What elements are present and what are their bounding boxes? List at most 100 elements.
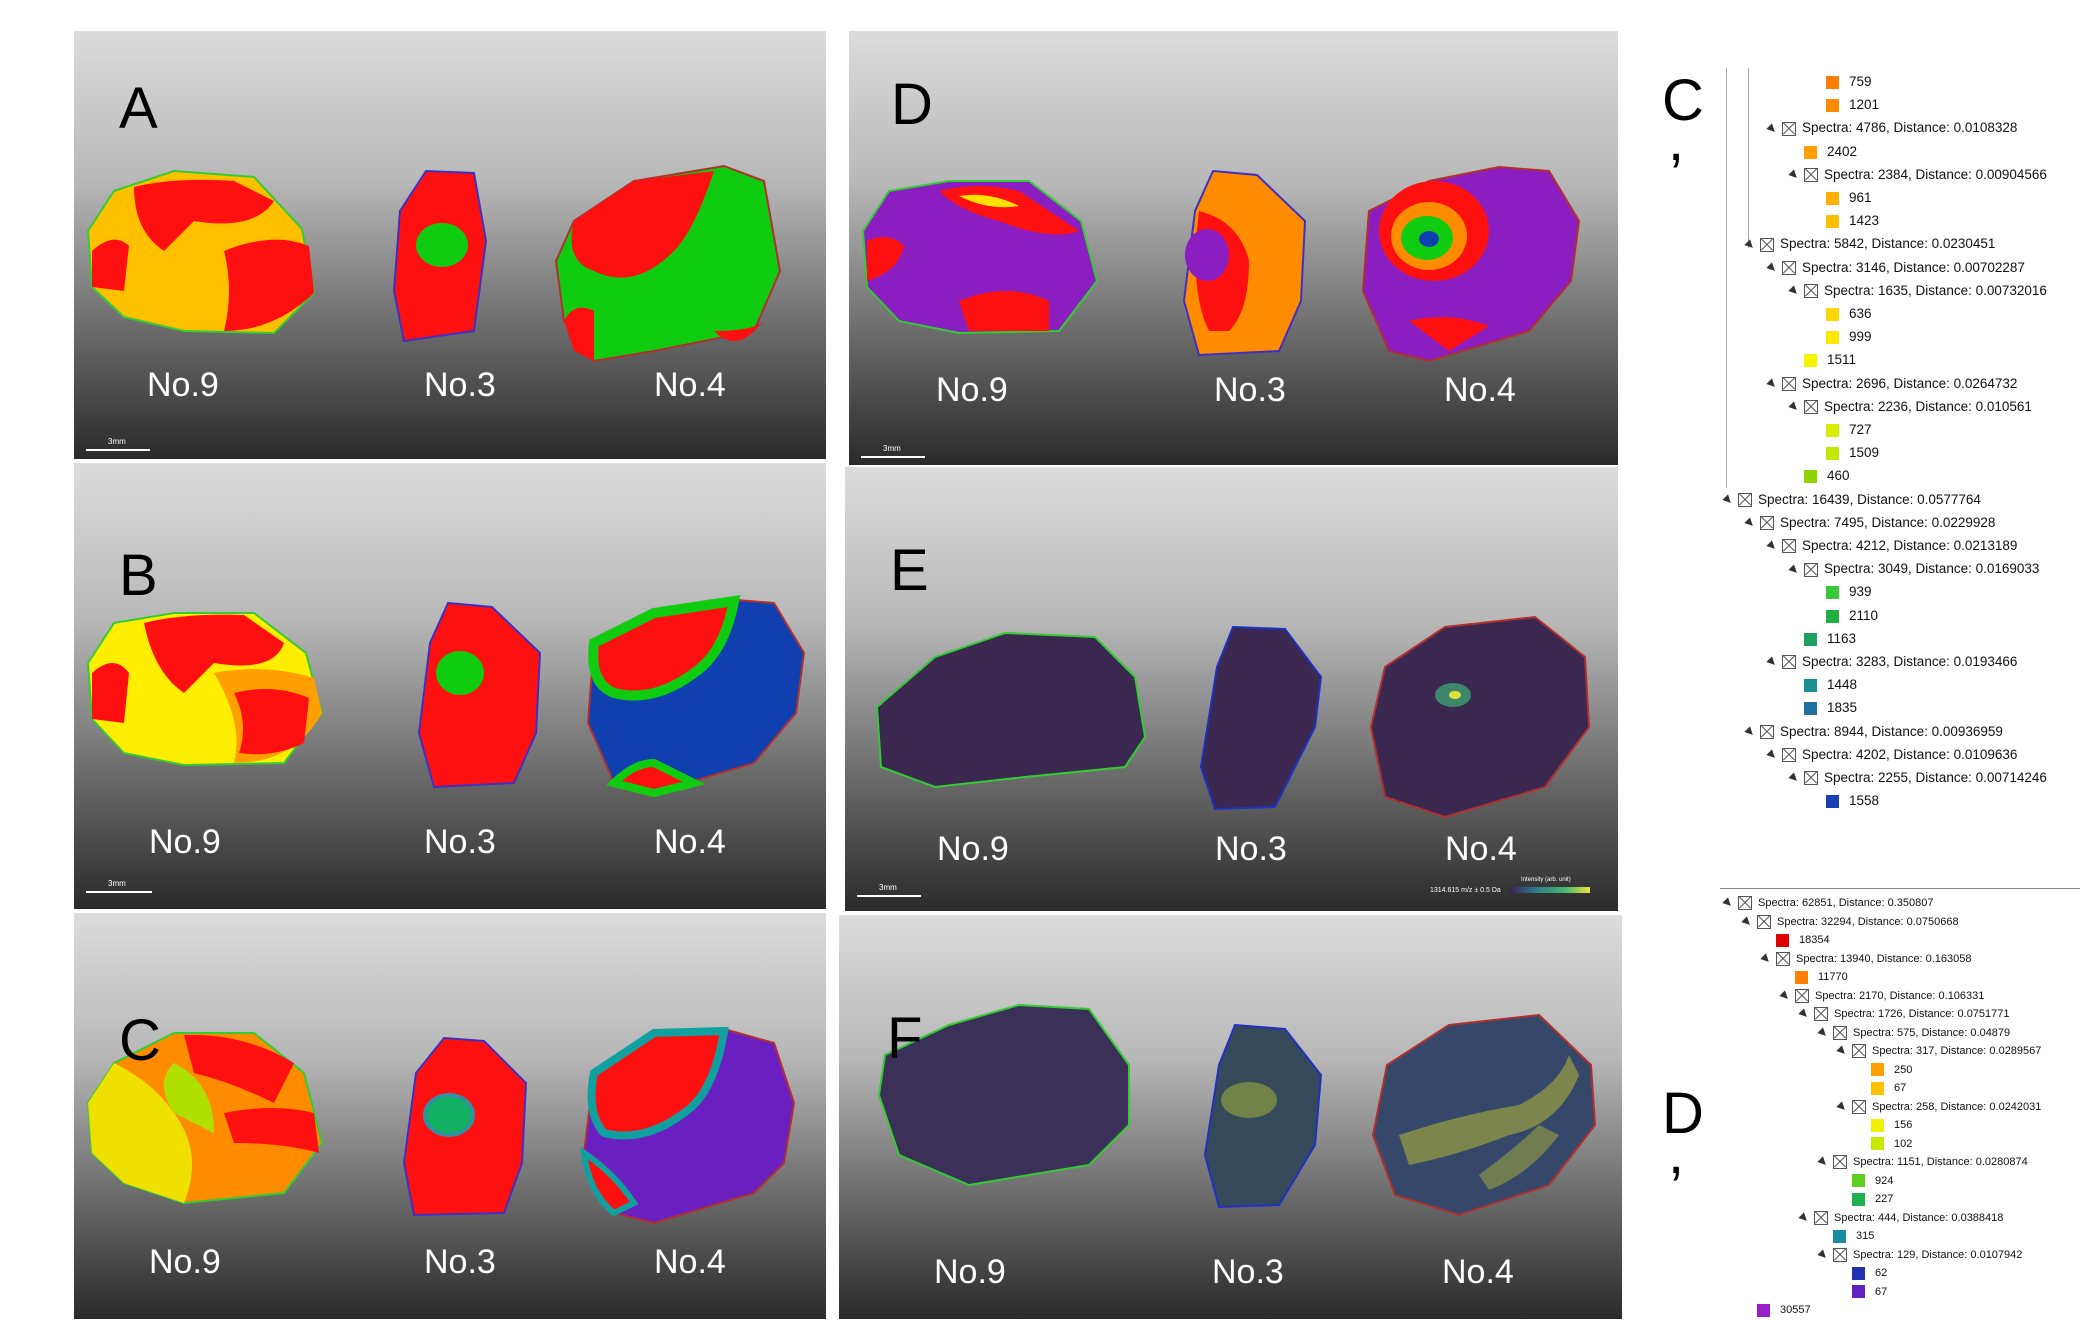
tree-leaf[interactable]: 460 bbox=[1790, 464, 1850, 487]
tree-node[interactable]: Spectra: 444, Distance: 0.0388418 bbox=[1798, 1209, 2003, 1228]
checkbox-icon[interactable] bbox=[1782, 539, 1796, 554]
checkbox-icon[interactable] bbox=[1760, 725, 1774, 740]
expand-triangle-icon[interactable] bbox=[1817, 1026, 1829, 1039]
checkbox-icon[interactable] bbox=[1760, 237, 1774, 252]
tree-node[interactable]: Spectra: 5842, Distance: 0.0230451 bbox=[1744, 232, 1995, 255]
checkbox-icon[interactable] bbox=[1795, 988, 1809, 1003]
tree-node[interactable]: Spectra: 1635, Distance: 0.00732016 bbox=[1788, 279, 2047, 302]
checkbox-icon[interactable] bbox=[1760, 516, 1774, 531]
tree-node[interactable]: Spectra: 129, Distance: 0.0107942 bbox=[1817, 1246, 2022, 1265]
expand-triangle-icon[interactable] bbox=[1817, 1156, 1829, 1168]
checkbox-icon[interactable] bbox=[1804, 400, 1818, 415]
tree-leaf[interactable]: 961 bbox=[1812, 186, 1872, 209]
expand-triangle-icon[interactable] bbox=[1788, 285, 1800, 297]
checkbox-icon[interactable] bbox=[1782, 377, 1796, 392]
expand-triangle-icon[interactable] bbox=[1760, 952, 1772, 965]
tree-leaf[interactable]: 250 bbox=[1857, 1061, 1912, 1080]
tree-leaf[interactable]: 2402 bbox=[1790, 140, 1857, 163]
checkbox-icon[interactable] bbox=[1833, 1025, 1847, 1040]
tree-leaf[interactable]: 62 bbox=[1838, 1264, 1887, 1283]
tree-leaf[interactable]: 939 bbox=[1812, 580, 1872, 603]
tree-node[interactable]: Spectra: 258, Distance: 0.0242031 bbox=[1836, 1098, 2041, 1117]
expand-triangle-icon[interactable] bbox=[1766, 378, 1778, 390]
expand-triangle-icon[interactable] bbox=[1817, 1248, 1829, 1261]
checkbox-icon[interactable] bbox=[1804, 771, 1818, 786]
expand-triangle-icon[interactable] bbox=[1744, 239, 1756, 251]
tree-node[interactable]: Spectra: 575, Distance: 0.04879 bbox=[1817, 1024, 2010, 1043]
tree-node[interactable]: Spectra: 2170, Distance: 0.106331 bbox=[1779, 987, 1984, 1006]
checkbox-icon[interactable] bbox=[1814, 1007, 1828, 1022]
tree-node[interactable]: Spectra: 4786, Distance: 0.0108328 bbox=[1766, 116, 2017, 139]
expand-triangle-icon[interactable] bbox=[1722, 897, 1734, 909]
checkbox-icon[interactable] bbox=[1738, 493, 1752, 508]
checkbox-icon[interactable] bbox=[1804, 562, 1818, 577]
tree-node[interactable]: Spectra: 2236, Distance: 0.010561 bbox=[1788, 395, 2032, 418]
checkbox-icon[interactable] bbox=[1776, 951, 1790, 966]
expand-triangle-icon[interactable] bbox=[1836, 1100, 1848, 1113]
tree-leaf[interactable]: 2110 bbox=[1812, 604, 1878, 627]
tree-node[interactable]: Spectra: 8944, Distance: 0.00936959 bbox=[1744, 720, 2003, 743]
tree-leaf[interactable]: 759 bbox=[1812, 70, 1872, 93]
expand-triangle-icon[interactable] bbox=[1766, 749, 1778, 761]
checkbox-icon[interactable] bbox=[1782, 121, 1796, 136]
expand-triangle-icon[interactable] bbox=[1744, 517, 1756, 529]
tree-node[interactable]: Spectra: 2255, Distance: 0.00714246 bbox=[1788, 766, 2047, 789]
expand-triangle-icon[interactable] bbox=[1798, 1008, 1810, 1020]
tree-node[interactable]: Spectra: 62851, Distance: 0.350807 bbox=[1722, 894, 1934, 913]
tree-leaf[interactable]: 1448 bbox=[1790, 673, 1857, 696]
tree-node[interactable]: Spectra: 32294, Distance: 0.0750668 bbox=[1741, 913, 1959, 932]
tree-leaf[interactable]: 999 bbox=[1812, 325, 1872, 348]
expand-triangle-icon[interactable] bbox=[1788, 563, 1800, 576]
expand-triangle-icon[interactable] bbox=[1788, 401, 1800, 413]
checkbox-icon[interactable] bbox=[1852, 1044, 1866, 1059]
tree-leaf[interactable]: 11770 bbox=[1781, 968, 1848, 987]
expand-triangle-icon[interactable] bbox=[1788, 169, 1800, 181]
tree-leaf[interactable]: 227 bbox=[1838, 1190, 1893, 1209]
tree-leaf[interactable]: 924 bbox=[1838, 1172, 1893, 1191]
tree-node[interactable]: Spectra: 3049, Distance: 0.0169033 bbox=[1788, 557, 2039, 580]
tree-node[interactable]: Spectra: 4212, Distance: 0.0213189 bbox=[1766, 534, 2017, 557]
tree-leaf[interactable]: 1163 bbox=[1790, 627, 1856, 650]
tree-leaf[interactable]: 67 bbox=[1857, 1079, 1906, 1098]
checkbox-icon[interactable] bbox=[1804, 168, 1818, 183]
expand-triangle-icon[interactable] bbox=[1798, 1211, 1810, 1224]
expand-triangle-icon[interactable] bbox=[1766, 540, 1778, 553]
expand-triangle-icon[interactable] bbox=[1788, 772, 1800, 785]
tree-leaf[interactable]: 727 bbox=[1812, 418, 1872, 441]
checkbox-icon[interactable] bbox=[1833, 1247, 1847, 1262]
checkbox-icon[interactable] bbox=[1782, 748, 1796, 763]
expand-triangle-icon[interactable] bbox=[1779, 989, 1791, 1002]
tree-node[interactable]: Spectra: 2696, Distance: 0.0264732 bbox=[1766, 372, 2017, 395]
tree-leaf[interactable]: 636 bbox=[1812, 302, 1872, 325]
tree-node[interactable]: Spectra: 317, Distance: 0.0289567 bbox=[1836, 1042, 2041, 1061]
tree-node[interactable]: Spectra: 3283, Distance: 0.0193466 bbox=[1766, 650, 2017, 673]
tree-leaf[interactable]: 1509 bbox=[1812, 441, 1879, 464]
expand-triangle-icon[interactable] bbox=[1766, 656, 1778, 669]
checkbox-icon[interactable] bbox=[1852, 1099, 1866, 1114]
tree-leaf[interactable]: 1423 bbox=[1812, 209, 1879, 232]
checkbox-icon[interactable] bbox=[1833, 1155, 1847, 1170]
tree-node[interactable]: Spectra: 16439, Distance: 0.0577764 bbox=[1722, 488, 1981, 511]
tree-node[interactable]: Spectra: 2384, Distance: 0.00904566 bbox=[1788, 163, 2047, 186]
checkbox-icon[interactable] bbox=[1814, 1210, 1828, 1225]
tree-node[interactable]: Spectra: 4202, Distance: 0.0109636 bbox=[1766, 743, 2017, 766]
tree-leaf[interactable]: 1511 bbox=[1790, 348, 1856, 371]
tree-leaf[interactable]: 315 bbox=[1819, 1227, 1874, 1246]
expand-triangle-icon[interactable] bbox=[1744, 726, 1756, 738]
tree-leaf[interactable]: 102 bbox=[1857, 1135, 1912, 1154]
tree-node[interactable]: Spectra: 3146, Distance: 0.00702287 bbox=[1766, 256, 2025, 279]
expand-triangle-icon[interactable] bbox=[1741, 915, 1753, 928]
checkbox-icon[interactable] bbox=[1757, 914, 1771, 929]
tree-leaf[interactable]: 1201 bbox=[1812, 93, 1879, 116]
tree-leaf[interactable]: 1558 bbox=[1812, 789, 1879, 812]
tree-node[interactable]: Spectra: 13940, Distance: 0.163058 bbox=[1760, 950, 1972, 969]
expand-triangle-icon[interactable] bbox=[1766, 262, 1778, 274]
tree-node[interactable]: Spectra: 1726, Distance: 0.0751771 bbox=[1798, 1005, 2010, 1024]
tree-leaf[interactable]: 156 bbox=[1857, 1116, 1912, 1135]
tree-node[interactable]: Spectra: 1151, Distance: 0.0280874 bbox=[1817, 1153, 2028, 1172]
checkbox-icon[interactable] bbox=[1782, 655, 1796, 670]
tree-leaf[interactable]: 18354 bbox=[1762, 931, 1830, 950]
expand-triangle-icon[interactable] bbox=[1766, 123, 1778, 135]
checkbox-icon[interactable] bbox=[1804, 284, 1818, 299]
expand-triangle-icon[interactable] bbox=[1722, 494, 1734, 506]
